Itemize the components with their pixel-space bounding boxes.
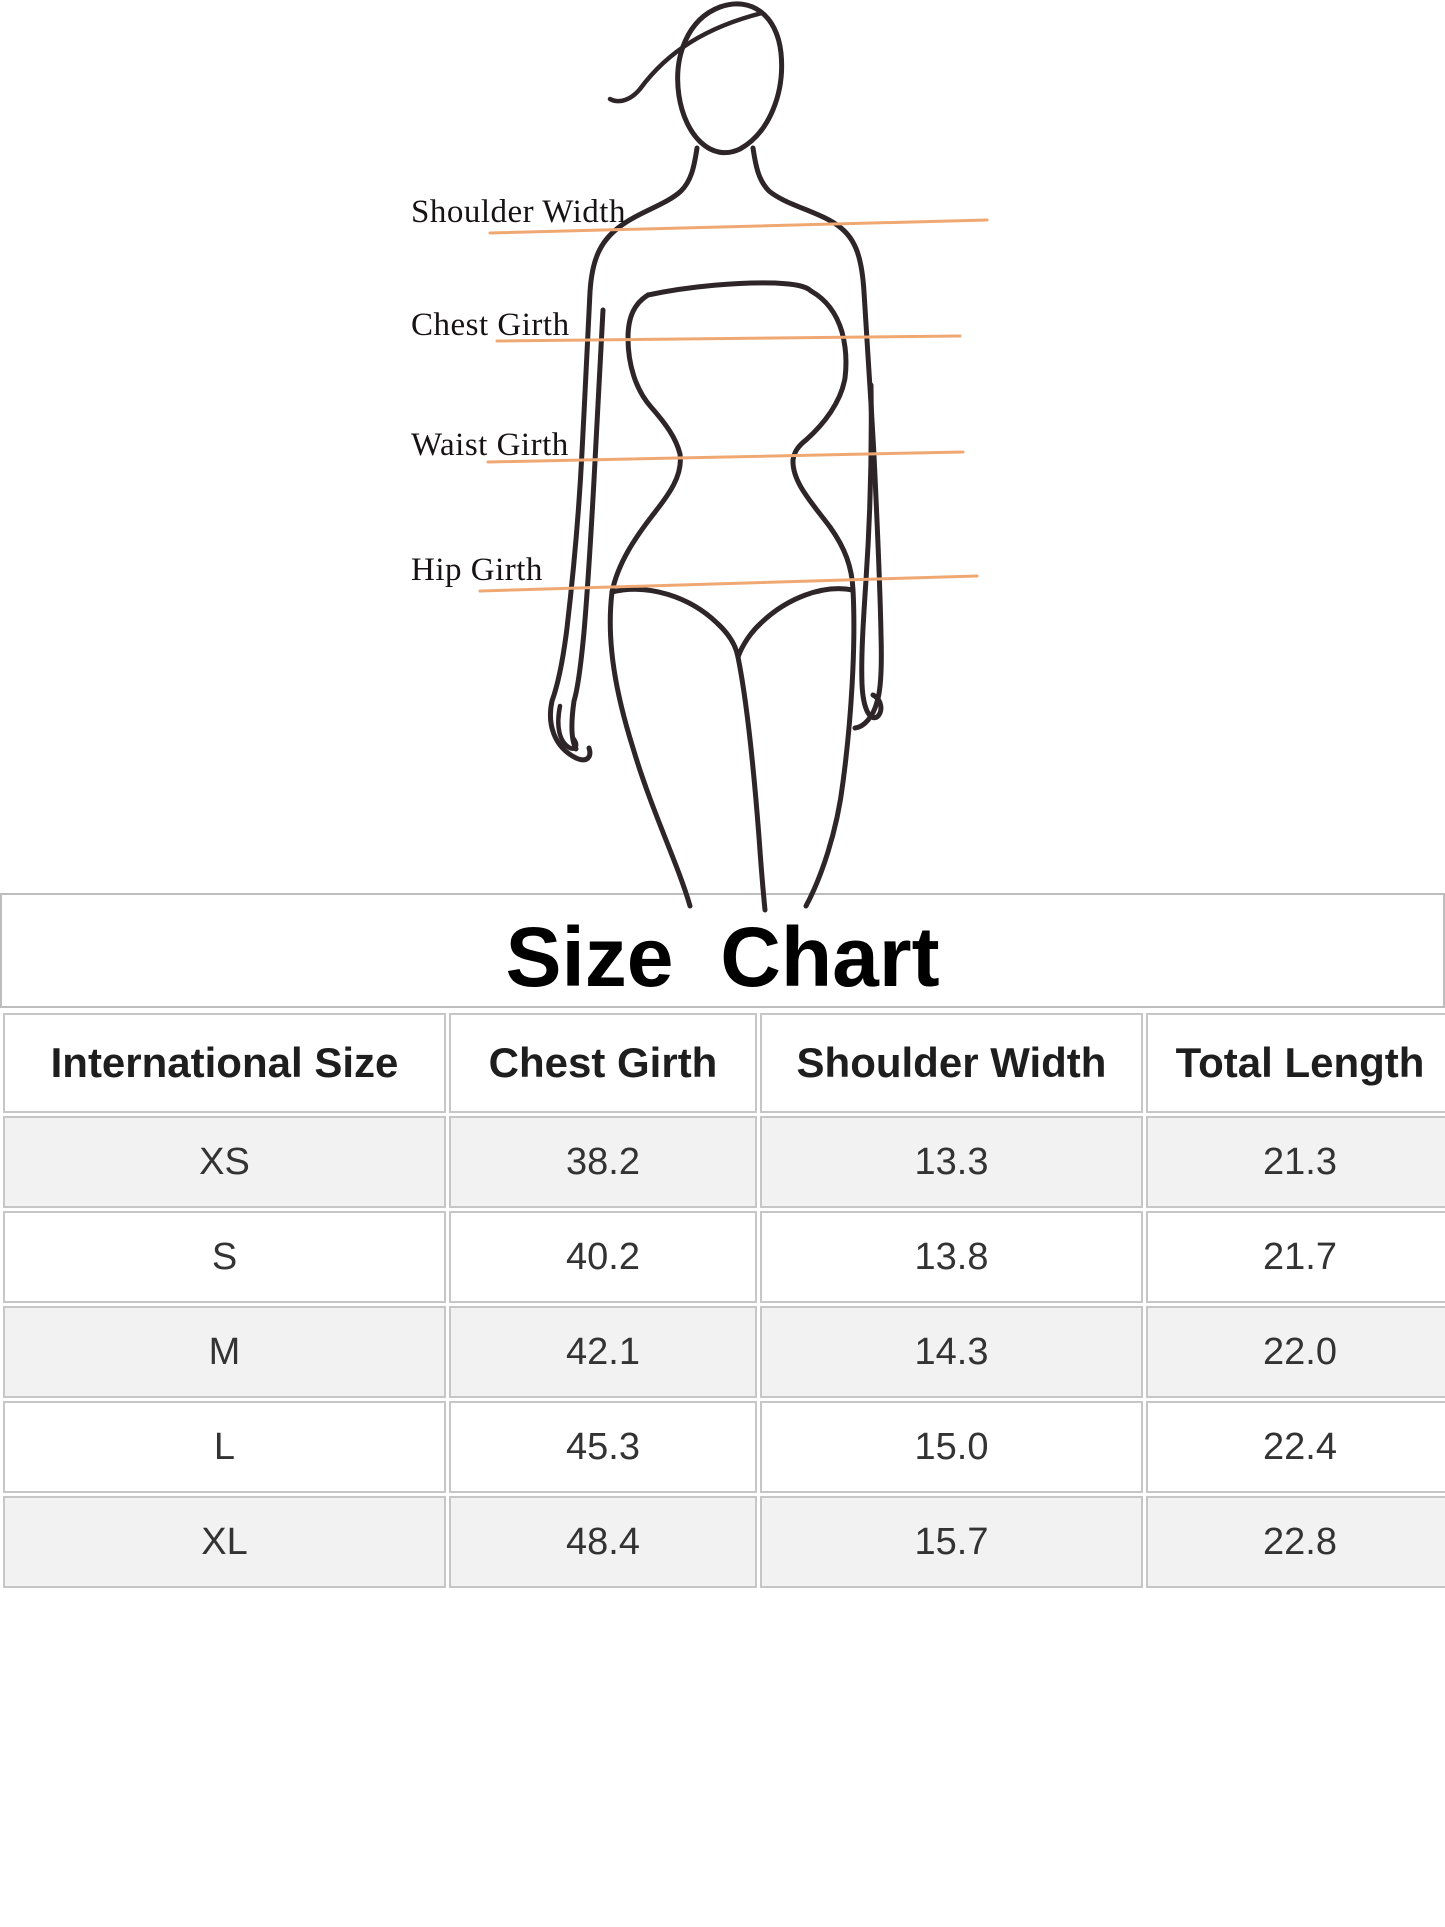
hip-girth-measure-line [478,574,979,593]
cell-chest-girth: 48.4 [449,1496,757,1588]
cell-size: S [3,1211,446,1303]
left-leg-line [607,589,693,909]
cell-total-length: 22.8 [1146,1496,1445,1588]
right-leg-line [803,587,857,909]
size-chart-title-box: Size Chart [0,893,1445,1008]
left-neck-shoulder-arm-line [547,145,700,763]
cell-chest-girth: 40.2 [449,1211,757,1303]
torso-right-silhouette [790,288,856,593]
cell-shoulder-width: 13.3 [760,1116,1143,1208]
cell-chest-girth: 38.2 [449,1116,757,1208]
cell-total-length: 22.4 [1146,1401,1445,1493]
column-header-total-length: Total Length [1146,1013,1445,1113]
size-table: International Size Chest Girth Shoulder … [0,1010,1445,1591]
cell-size: M [3,1306,446,1398]
bikini-right-edge [735,586,856,660]
torso-left-silhouette [609,292,683,595]
hair-strand [607,10,765,104]
left-inner-arm-line [569,307,606,752]
bodice-top-edge-line [645,280,814,298]
head-outline [675,1,785,156]
shoulder-width-label: Shoulder Width [411,194,626,230]
right-neck-shoulder-arm-line [750,145,884,731]
table-row-xl: XL 48.4 15.7 22.8 [3,1496,1445,1588]
cell-total-length: 22.0 [1146,1306,1445,1398]
cell-size: XL [3,1496,446,1588]
cell-chest-girth: 45.3 [449,1401,757,1493]
cell-shoulder-width: 15.0 [760,1401,1143,1493]
cell-total-length: 21.7 [1146,1211,1445,1303]
cell-size: L [3,1401,446,1493]
bikini-left-edge [609,586,741,660]
size-chart-title: Size Chart [505,910,940,1004]
column-header-shoulder-width: Shoulder Width [760,1013,1143,1113]
hip-girth-label: Hip Girth [411,552,543,588]
column-header-international-size: International Size [3,1013,446,1113]
waist-girth-label: Waist Girth [411,427,569,463]
table-row-m: M 42.1 14.3 22.0 [3,1306,1445,1398]
cell-shoulder-width: 15.7 [760,1496,1143,1588]
cell-chest-girth: 42.1 [449,1306,757,1398]
chest-girth-label: Chest Girth [411,307,570,343]
inner-leg-center-line [735,654,768,913]
cell-shoulder-width: 13.8 [760,1211,1143,1303]
cell-size: XS [3,1116,446,1208]
table-header-row: International Size Chest Girth Shoulder … [3,1013,1445,1113]
right-inner-arm-line [859,382,884,721]
left-hand-finger-line [556,703,579,751]
column-header-chest-girth: Chest Girth [449,1013,757,1113]
cell-shoulder-width: 14.3 [760,1306,1143,1398]
table-row-s: S 40.2 13.8 21.7 [3,1211,1445,1303]
cell-total-length: 21.3 [1146,1116,1445,1208]
table-row-l: L 45.3 15.0 22.4 [3,1401,1445,1493]
body-figure-illustration [478,1,989,913]
table-row-xs: XS 38.2 13.3 21.3 [3,1116,1445,1208]
